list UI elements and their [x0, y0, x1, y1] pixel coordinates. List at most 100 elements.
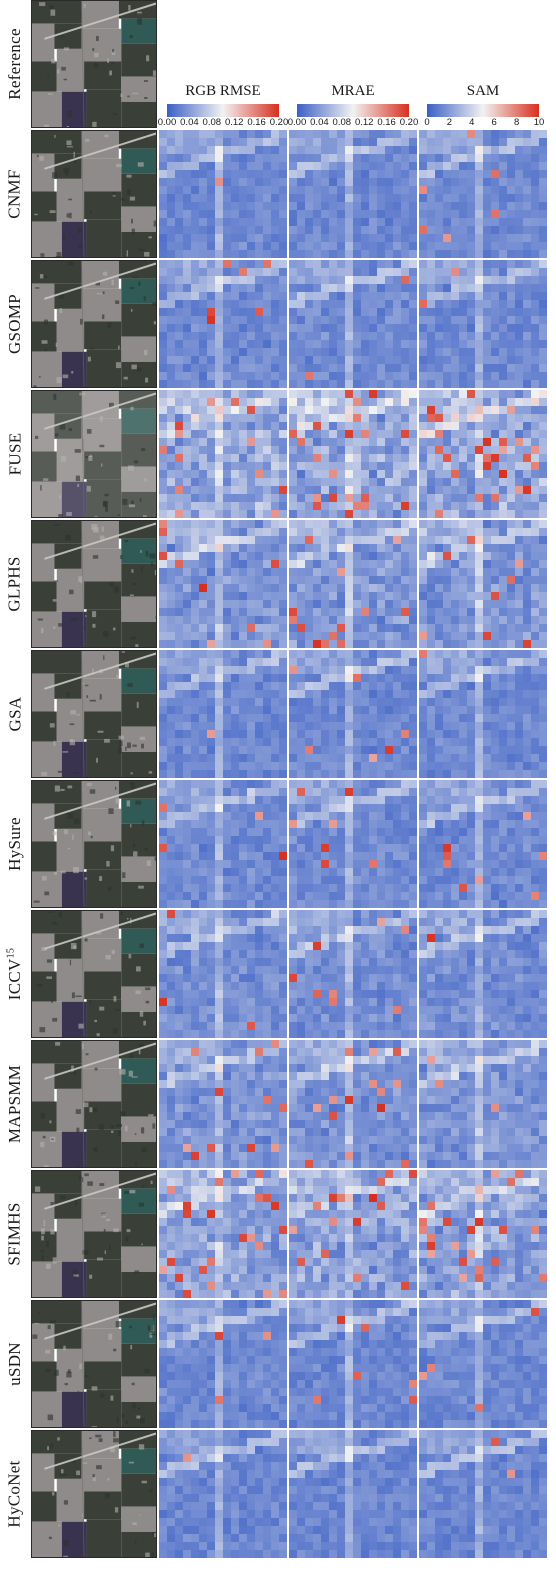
colorbar-tick-label: 0.08 — [332, 117, 352, 128]
row-label-cnmf: CNMF — [0, 130, 30, 258]
error-map — [419, 390, 547, 518]
error-map — [419, 1430, 547, 1558]
error-tile-sam — [419, 1430, 547, 1558]
rgb-tile-gsa — [31, 650, 157, 778]
error-tile-sam — [419, 520, 547, 648]
rgb-image — [32, 1431, 156, 1557]
row-label-text: HyCoNet — [5, 1460, 25, 1528]
row-label-text: MAPSMM — [5, 1064, 24, 1144]
error-map — [289, 130, 417, 258]
error-map — [159, 390, 287, 518]
row-label-text: GSA — [5, 696, 25, 732]
row-label-text: CNMF — [5, 169, 25, 219]
error-tile-rgb-rmse — [159, 1040, 287, 1168]
colorbar — [167, 104, 279, 117]
rgb-tile-mapsmm — [31, 1040, 157, 1168]
colorbar-tick-label: 0.12 — [224, 117, 244, 128]
colorbar-tick-label: 0.20 — [399, 117, 419, 128]
error-map — [419, 1300, 547, 1428]
rgb-tile-gsomp — [31, 260, 157, 388]
colorbar — [297, 104, 409, 117]
column-title: MRAE — [331, 83, 375, 99]
error-tile-mrae — [289, 780, 417, 908]
error-tile-mrae — [289, 1170, 417, 1298]
error-tile-rgb-rmse — [159, 650, 287, 778]
row-label-text: GLPHS — [5, 556, 25, 612]
error-map — [289, 1300, 417, 1428]
colorbar-tick-label: 10 — [533, 117, 545, 128]
colorbar-tick-label: 4 — [469, 117, 475, 128]
row-label-glphs: GLPHS — [0, 520, 30, 648]
error-map — [419, 520, 547, 648]
error-tile-sam — [419, 260, 547, 388]
error-tile-mrae — [289, 1300, 417, 1428]
error-tile-rgb-rmse — [159, 1170, 287, 1298]
error-tile-sam — [419, 130, 547, 258]
colorbar-tick-label: 0.04 — [180, 117, 199, 128]
rgb-tile-sfimhs — [31, 1170, 157, 1298]
error-tile-rgb-rmse — [159, 910, 287, 1038]
colorbar-tick-label: 0.04 — [310, 117, 329, 128]
error-map — [289, 650, 417, 778]
row-label-hyconet: HyCoNet — [0, 1430, 30, 1558]
error-map — [419, 1040, 547, 1168]
rgb-tile-cnmf — [31, 130, 157, 258]
error-tile-mrae — [289, 520, 417, 648]
error-tile-mrae — [289, 650, 417, 778]
error-tile-sam — [419, 1170, 547, 1298]
error-map — [159, 130, 287, 258]
colorbar — [427, 104, 539, 117]
error-map — [419, 130, 547, 258]
error-map — [159, 650, 287, 778]
error-map — [419, 650, 547, 778]
error-map — [289, 910, 417, 1038]
colorbar-tick-label: 0.08 — [202, 117, 222, 128]
error-tile-rgb-rmse — [159, 130, 287, 258]
row-label-text: ICCV — [5, 958, 24, 1001]
error-tile-sam — [419, 1040, 547, 1168]
colorbar-tick-label: 0.00 — [287, 117, 307, 128]
colorbar-tick-label: 8 — [513, 117, 520, 128]
rgb-tile-fuse — [31, 390, 157, 518]
row-label-text: Reference — [5, 28, 24, 100]
error-map — [419, 910, 547, 1038]
error-map — [289, 1430, 417, 1558]
row-label-text: uSDN — [5, 1342, 24, 1386]
rgb-tile-iccv — [31, 910, 157, 1038]
error-map — [419, 260, 547, 388]
row-label-text: FUSE — [5, 432, 24, 476]
error-map — [159, 780, 287, 908]
row-label-hysure: HySure — [0, 780, 30, 908]
rgb-tile-hyconet — [31, 1430, 157, 1558]
error-tile-rgb-rmse — [159, 1430, 287, 1558]
colorbar-ticks: 0.00 0.04 0.08 0.12 0.16 0.20 — [288, 117, 419, 129]
error-map — [419, 1170, 547, 1298]
row-label-text: GSOMP — [5, 293, 24, 355]
colorbar-tick-label: 6 — [491, 117, 497, 128]
rgb-image — [32, 131, 156, 257]
colorbar-tick-label: 0.12 — [354, 117, 374, 128]
error-tile-sam — [419, 1300, 547, 1428]
error-tile-rgb-rmse — [159, 260, 287, 388]
rgb-tile-hysure — [31, 780, 157, 908]
error-map — [159, 1040, 287, 1168]
error-map — [289, 390, 417, 518]
rgb-image — [32, 1041, 156, 1167]
rgb-image — [32, 521, 156, 647]
error-tile-mrae — [289, 390, 417, 518]
row-label-sfimhs: SFIMHS — [0, 1170, 30, 1298]
error-map — [159, 260, 287, 388]
error-tile-rgb-rmse — [159, 520, 287, 648]
row-label-iccv: ICCV15 — [0, 910, 30, 1038]
error-map — [289, 780, 417, 908]
error-tile-mrae — [289, 1430, 417, 1558]
error-tile-mrae — [289, 130, 417, 258]
colorbar-ticks: 0.00 0.04 0.08 0.12 0.16 0.20 — [158, 117, 289, 129]
row-label-gsa: GSA — [0, 650, 30, 778]
error-tile-rgb-rmse — [159, 780, 287, 908]
row-label-mapsmm: MAPSMM — [0, 1040, 30, 1168]
error-tile-sam — [419, 910, 547, 1038]
row-label-superscript: 15 — [5, 947, 17, 959]
error-tile-rgb-rmse — [159, 1300, 287, 1428]
